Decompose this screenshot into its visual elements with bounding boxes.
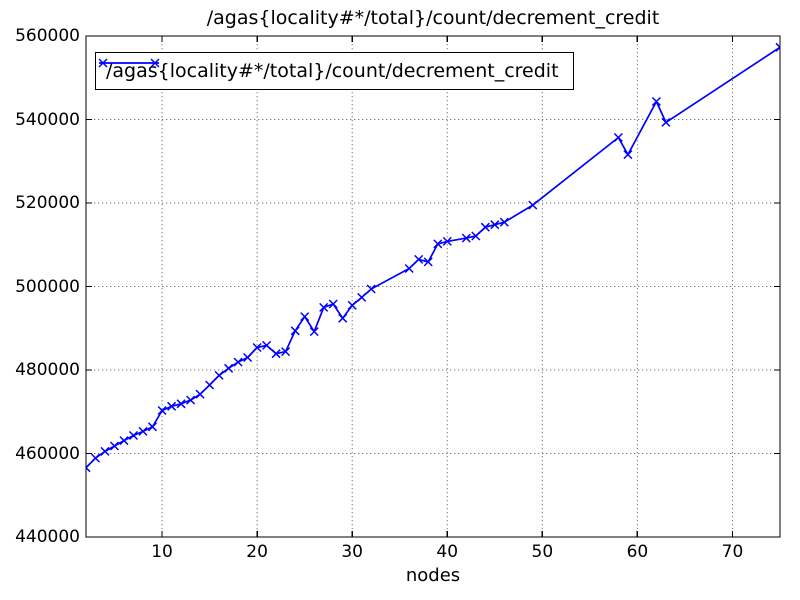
data-point-markers — [86, 42, 780, 473]
y-tick-label: 500000 — [15, 276, 80, 297]
y-tick-label: 540000 — [15, 109, 80, 130]
y-tick-label: 480000 — [15, 360, 80, 380]
x-axis-label: nodes — [405, 565, 461, 586]
tick-marks — [86, 35, 780, 538]
y-tick-label: 440000 — [15, 527, 80, 547]
x-tick-label: 20 — [246, 542, 268, 562]
series-decrement-credit — [86, 42, 780, 473]
x-tick-label: 10 — [151, 542, 173, 562]
gridlines — [86, 36, 780, 537]
series-line — [86, 46, 780, 469]
x-tick-label: 30 — [341, 542, 364, 562]
legend-line-sample — [98, 58, 160, 68]
x-tick-label: 70 — [721, 542, 744, 562]
legend-label: /agas{locality#*/total}/count/decrement_… — [106, 60, 559, 82]
x-tick-label: 40 — [436, 542, 459, 562]
legend-x-marker-icon — [98, 58, 160, 68]
chart-title: /agas{locality#*/total}/count/decrement_… — [206, 7, 660, 29]
x-tick-label: 60 — [626, 542, 649, 562]
axes-frame — [85, 35, 781, 538]
y-tick-label: 460000 — [15, 443, 80, 464]
legend: /agas{locality#*/total}/count/decrement_… — [95, 52, 574, 90]
y-tick-label: 560000 — [15, 26, 80, 46]
y-tick-label: 520000 — [15, 193, 80, 213]
x-tick-label: 50 — [531, 542, 554, 562]
